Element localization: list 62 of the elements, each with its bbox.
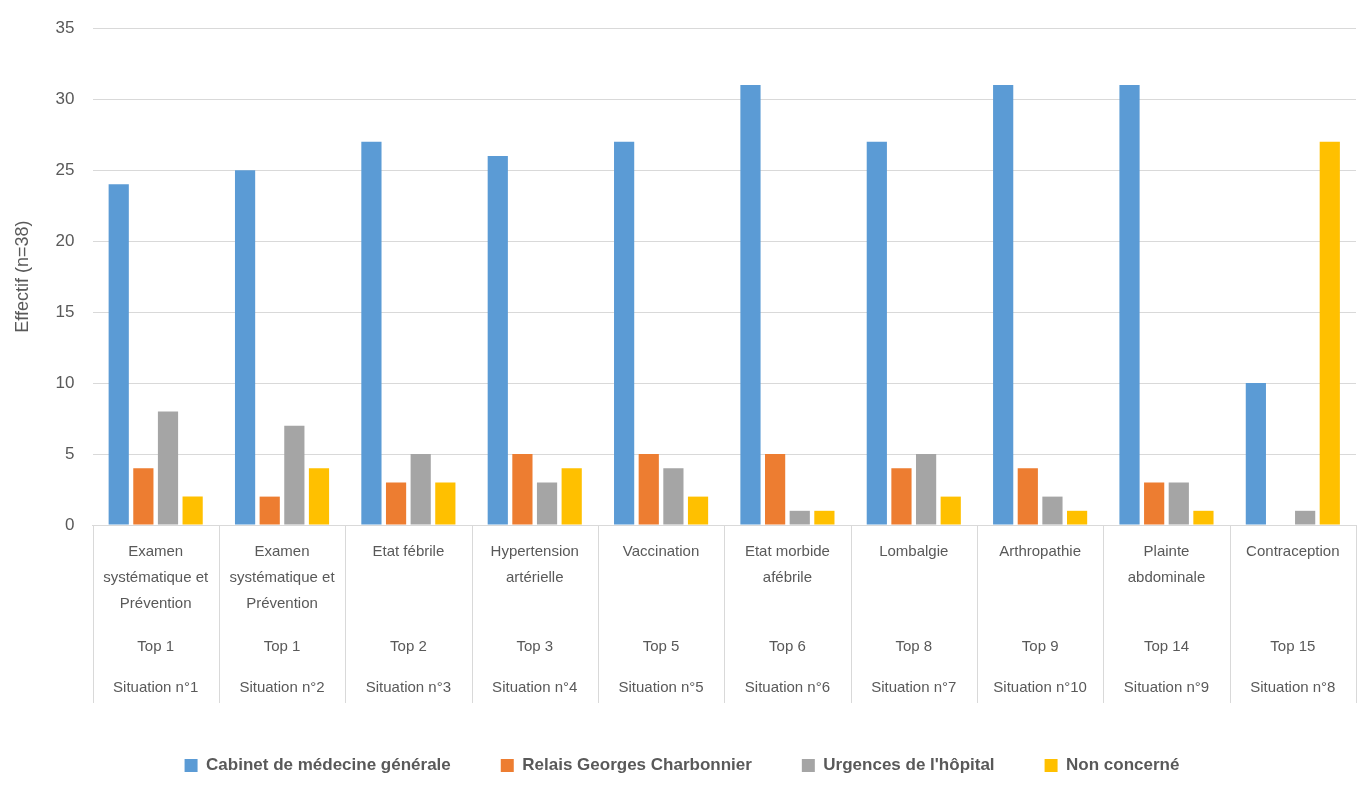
bar <box>108 184 129 525</box>
category-label: Arthropathie Top 9 Situation n°10 <box>993 542 1087 696</box>
bar <box>1042 496 1063 525</box>
bar <box>259 496 280 525</box>
bar <box>234 170 256 525</box>
bar <box>487 155 508 525</box>
category-label: Vaccination Top 5 Situation n°5 <box>618 542 704 696</box>
y-tick-label: 0 <box>65 514 75 534</box>
y-tick-label: 35 <box>55 17 75 37</box>
bar <box>361 141 382 525</box>
bar <box>789 510 810 525</box>
bar <box>1319 141 1340 525</box>
bar <box>435 482 456 525</box>
category-label: Contraception Top 15 Situation n°8 <box>1246 542 1340 696</box>
category-label: Examen systématique et Prévention Top 1 Situation n°1 <box>103 542 209 696</box>
bar <box>1017 468 1038 525</box>
bar <box>133 468 154 525</box>
category-label: Lombalgie Top 8 Situation n°7 <box>871 542 957 696</box>
legend-label: Cabinet de médecine générale <box>206 755 451 775</box>
bar <box>1144 482 1165 525</box>
bar <box>157 411 179 525</box>
bar <box>765 454 786 525</box>
bar <box>1193 510 1214 525</box>
legend-label: Relais Georges Charbonnier <box>522 755 753 775</box>
bar <box>638 454 659 525</box>
category-label: Hypertension artérielle Top 3 Situation n°4 <box>490 542 579 696</box>
bar <box>663 468 684 525</box>
bar <box>1295 510 1316 525</box>
bar <box>284 425 305 525</box>
category-label: Etat morbide afébrile Top 6 Situation n°6 <box>744 542 831 696</box>
bar <box>512 454 533 525</box>
y-tick-label: 20 <box>55 230 75 250</box>
y-tick-label: 5 <box>65 443 75 463</box>
bar <box>1119 84 1140 525</box>
bar <box>385 482 407 525</box>
bar <box>536 482 558 525</box>
bar <box>614 141 635 525</box>
y-tick-label: 10 <box>55 372 75 392</box>
bar <box>940 496 961 525</box>
legend-label: Urgences de l'hôpital <box>823 755 995 775</box>
category-label: Examen systématique et Prévention Top 1 Situation n°2 <box>229 542 335 696</box>
bar <box>1245 383 1266 525</box>
bar <box>1168 482 1189 525</box>
y-tick-label: 15 <box>55 301 75 321</box>
bar <box>866 141 887 525</box>
category-label: Etat fébrile Top 2 Situation n°3 <box>365 542 451 696</box>
category-label: Plainte abdominale Top 14 Situation n°9 <box>1123 542 1210 696</box>
bar <box>740 84 761 525</box>
bar <box>561 468 582 525</box>
legend-label: Non concerné <box>1066 755 1180 775</box>
y-tick-label: 30 <box>55 88 75 108</box>
y-axis-title: Effectif (n=38) <box>11 220 32 333</box>
bar <box>993 84 1014 525</box>
bar <box>687 496 709 525</box>
bar <box>1066 510 1088 525</box>
y-tick-label: 25 <box>55 159 75 179</box>
bar <box>814 510 835 525</box>
bar <box>916 454 937 525</box>
bar <box>308 468 330 525</box>
bar <box>410 454 431 525</box>
bar <box>891 468 912 525</box>
bar <box>182 496 203 525</box>
